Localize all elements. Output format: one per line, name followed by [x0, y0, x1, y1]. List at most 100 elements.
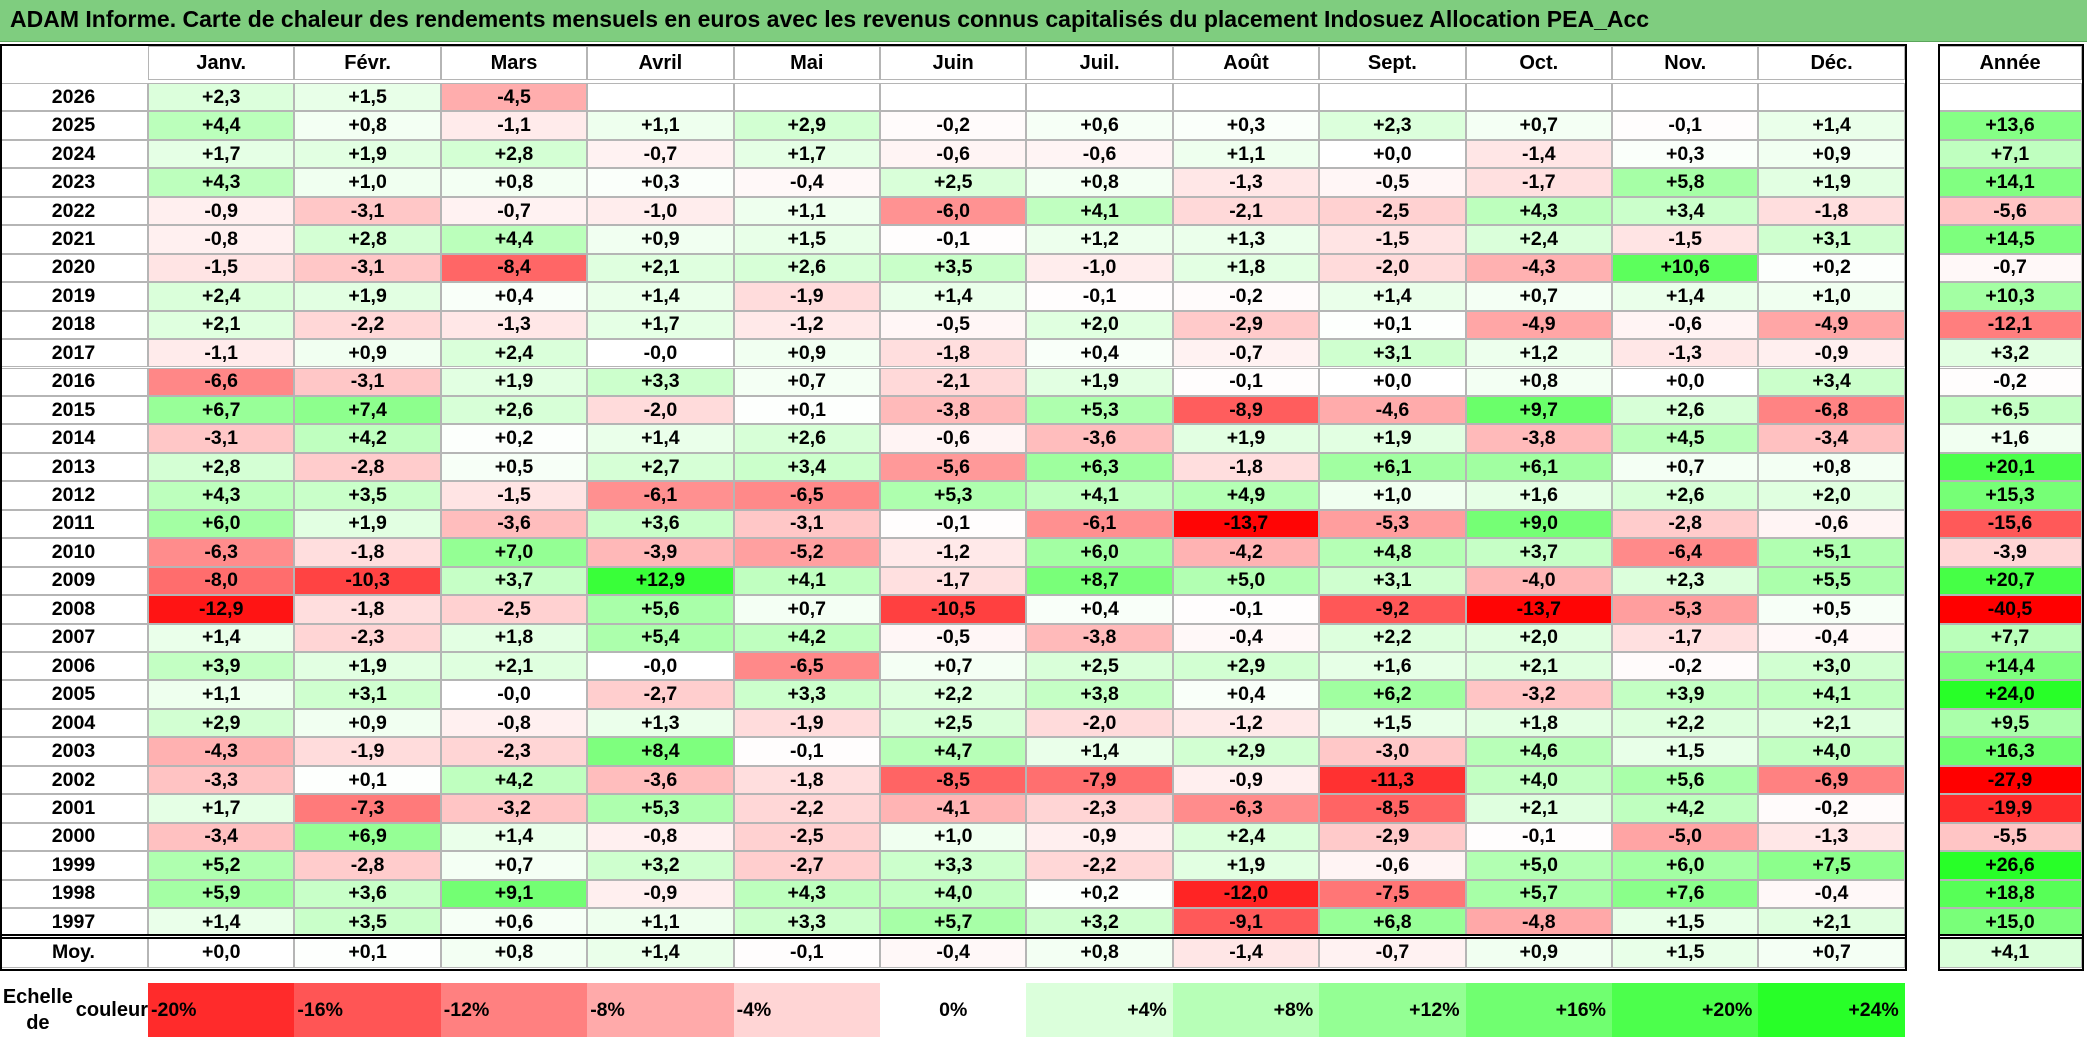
heatmap-cell: +2,3 — [1612, 567, 1758, 595]
annual-cell: -19,9 — [1938, 794, 2082, 822]
heatmap-cell: -2,1 — [880, 368, 1026, 396]
heatmap-cell: -2,9 — [1173, 311, 1319, 339]
heatmap-cell: +2,5 — [880, 168, 1026, 196]
heatmap-cell: -4,3 — [1466, 254, 1612, 282]
month-header: Sept. — [1319, 46, 1465, 80]
year-total-header: Année — [1938, 46, 2082, 80]
heatmap-cell: +2,5 — [880, 709, 1026, 737]
heatmap-cell: +5,6 — [587, 595, 733, 623]
heatmap-cell: +5,3 — [587, 794, 733, 822]
heatmap-cell: +2,0 — [1026, 311, 1172, 339]
heatmap-cell: +5,7 — [880, 908, 1026, 936]
heatmap-cell: -0,6 — [1026, 140, 1172, 168]
heatmap-cell: -0,2 — [1173, 282, 1319, 310]
heatmap-cell: +2,1 — [148, 311, 294, 339]
average-cell: +0,9 — [1466, 937, 1612, 968]
heatmap-cell: +1,0 — [880, 823, 1026, 851]
heatmap-cell: +2,8 — [441, 140, 587, 168]
heatmap-cell: +4,3 — [1466, 197, 1612, 225]
heatmap-cell: -7,3 — [294, 794, 440, 822]
heatmap-cell: -0,9 — [1026, 823, 1172, 851]
heatmap-cell: +4,9 — [1173, 481, 1319, 509]
year-label: 2022 — [0, 197, 148, 225]
annual-cell: +7,7 — [1938, 624, 2082, 652]
heatmap-cell: -9,2 — [1319, 595, 1465, 623]
heatmap-cell: -3,6 — [587, 766, 733, 794]
heatmap-cell: -0,1 — [1026, 282, 1172, 310]
heatmap-cell: -2,7 — [734, 851, 880, 879]
heatmap-cell: -2,8 — [1612, 510, 1758, 538]
heatmap-cell: +1,5 — [294, 83, 440, 111]
heatmap-cell: +3,3 — [587, 368, 733, 396]
heatmap-cell: +2,5 — [1026, 652, 1172, 680]
heatmap-cell: -8,9 — [1173, 396, 1319, 424]
heatmap-cell — [1026, 83, 1172, 111]
heatmap-cell: +4,2 — [294, 424, 440, 452]
year-label: 2008 — [0, 595, 148, 623]
heatmap-cell: +4,1 — [1026, 481, 1172, 509]
year-label: 2004 — [0, 709, 148, 737]
heatmap-cell: +0,1 — [734, 396, 880, 424]
heatmap-cell: +4,3 — [148, 481, 294, 509]
heatmap-cell: -4,6 — [1319, 396, 1465, 424]
heatmap-cell: +6,1 — [1466, 453, 1612, 481]
color-scale-swatch: +4% — [1026, 983, 1172, 1037]
heatmap-cell: -1,3 — [441, 311, 587, 339]
heatmap-cell: +1,3 — [1173, 225, 1319, 253]
year-label: 2014 — [0, 424, 148, 452]
heatmap-cell: +1,1 — [148, 680, 294, 708]
heatmap-cell: -3,2 — [441, 794, 587, 822]
year-label: 2021 — [0, 225, 148, 253]
heatmap-cell: -3,0 — [1319, 737, 1465, 765]
heatmap-cell: +0,1 — [1319, 311, 1465, 339]
heatmap-cell: +2,9 — [1173, 652, 1319, 680]
heatmap-cell: -10,3 — [294, 567, 440, 595]
heatmap-cell: +3,7 — [1466, 538, 1612, 566]
heatmap-cell: -3,4 — [148, 823, 294, 851]
heatmap-cell: -4,5 — [441, 83, 587, 111]
heatmap-cell: +5,3 — [880, 481, 1026, 509]
heatmap-cell: +4,1 — [734, 567, 880, 595]
heatmap-cell: -6,0 — [880, 197, 1026, 225]
heatmap-cell: +8,7 — [1026, 567, 1172, 595]
heatmap-cell: -5,3 — [1612, 595, 1758, 623]
annual-cell: +9,5 — [1938, 709, 2082, 737]
heatmap-cell: -1,4 — [1466, 140, 1612, 168]
annual-cell: +6,5 — [1938, 396, 2082, 424]
heatmap-cell: +9,7 — [1466, 396, 1612, 424]
heatmap-cell: -3,6 — [441, 510, 587, 538]
year-label: 2013 — [0, 453, 148, 481]
heatmap-cell: +6,8 — [1319, 908, 1465, 936]
heatmap-cell: -0,1 — [1173, 368, 1319, 396]
heatmap-cell: +2,6 — [734, 424, 880, 452]
heatmap-cell: +0,6 — [441, 908, 587, 936]
heatmap-cell: -1,5 — [148, 254, 294, 282]
heatmap-cell: +1,4 — [1758, 111, 1904, 139]
heatmap-cell: -2,8 — [294, 453, 440, 481]
average-cell: -0,4 — [880, 937, 1026, 968]
heatmap-cell: -1,3 — [1612, 339, 1758, 367]
heatmap-cell: -3,9 — [587, 538, 733, 566]
heatmap-cell: -7,9 — [1026, 766, 1172, 794]
average-cell: +1,5 — [1612, 937, 1758, 968]
annual-cell: +15,0 — [1938, 908, 2082, 936]
heatmap-cell: -0,6 — [1319, 851, 1465, 879]
heatmap-cell: +0,4 — [1026, 339, 1172, 367]
heatmap-cell: -1,9 — [734, 709, 880, 737]
month-header: Mai — [734, 46, 880, 80]
annual-cell: -40,5 — [1938, 595, 2082, 623]
heatmap-cell: +0,7 — [1466, 282, 1612, 310]
average-cell: +0,8 — [1026, 937, 1172, 968]
heatmap-cell: +1,4 — [148, 908, 294, 936]
heatmap-cell: +1,9 — [294, 282, 440, 310]
heatmap-cell: +2,4 — [441, 339, 587, 367]
color-scale-label-line2: couleur — [76, 997, 148, 1023]
heatmap-cell: +0,0 — [1319, 140, 1465, 168]
heatmap-cell: +0,2 — [441, 424, 587, 452]
heatmap-cell: -4,2 — [1173, 538, 1319, 566]
heatmap-cell: +2,1 — [1466, 652, 1612, 680]
heatmap-cell: +0,8 — [441, 168, 587, 196]
heatmap-cell: -2,2 — [734, 794, 880, 822]
heatmap-cell: -0,5 — [880, 624, 1026, 652]
